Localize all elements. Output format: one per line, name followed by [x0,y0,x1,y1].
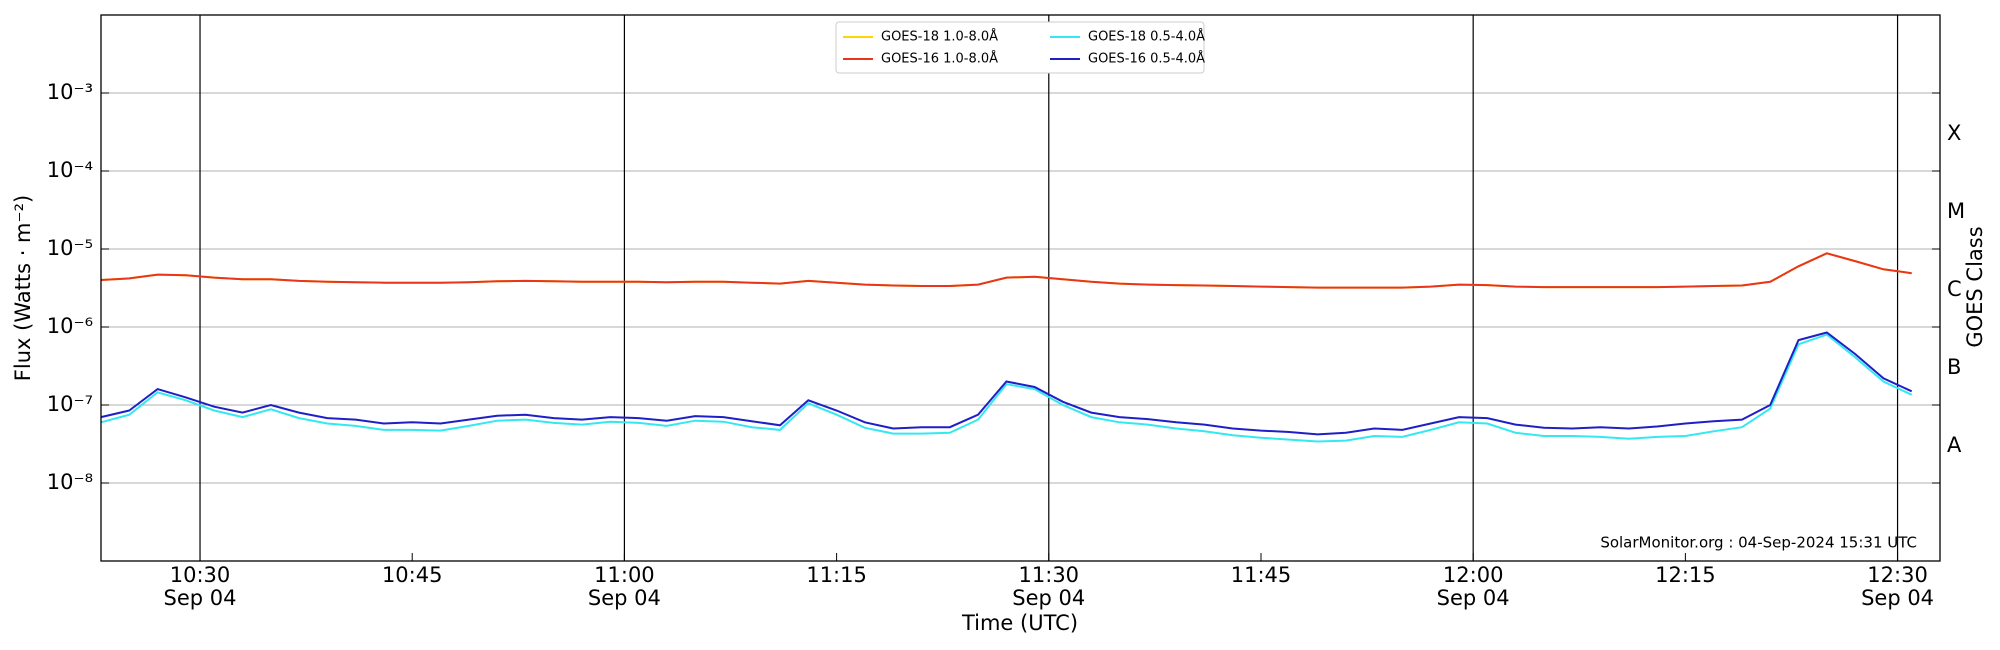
y-tick-label: 10⁻⁸ [47,470,93,494]
y-axis-label: Flux (Watts · m⁻²) [11,195,35,381]
x-tick-label: 12:30 Sep 04 [1861,563,1934,610]
x-tick-label: 10:45 [382,563,443,587]
series-line [100,333,1913,443]
y-tick-label: 10⁻⁴ [47,158,93,182]
y2-tick-label: X [1947,121,1961,145]
y2-tick-label: A [1947,433,1962,457]
x-tick-label: 11:15 [806,563,867,587]
x-axis-label: Time (UTC) [961,611,1078,635]
x-tick-label: 11:00 Sep 04 [588,563,661,610]
legend-label: GOES-18 0.5-4.0Å [1088,29,1205,45]
y-tick-label: 10⁻³ [47,80,93,104]
y-tick-label: 10⁻⁵ [47,236,93,260]
legend-label: GOES-16 1.0-8.0Å [881,51,998,67]
y2-axis-label: GOES Class [1963,226,1987,347]
legend-label: GOES-16 0.5-4.0Å [1088,51,1205,67]
y2-tick-label: B [1947,355,1961,379]
series-line [100,331,1913,436]
x-tick-label: 12:15 [1655,563,1716,587]
x-tick-label: 12:00 Sep 04 [1437,563,1510,610]
annotation: SolarMonitor.org : 04-Sep-2024 15:31 UTC [1600,534,1917,552]
x-tick-label: 11:30 Sep 04 [1012,563,1085,610]
series-line [100,252,1912,289]
legend-box [835,21,1205,74]
x-tick-label: 11:45 [1231,563,1292,587]
y2-tick-label: M [1947,199,1965,223]
y-tick-label: 10⁻⁶ [47,314,93,338]
x-tick-label: 10:30 Sep 04 [164,563,237,610]
y-tick-label: 10⁻⁷ [47,392,93,416]
legend-label: GOES-18 1.0-8.0Å [881,29,998,45]
plot-frame [100,14,1941,562]
y2-tick-label: C [1947,277,1962,301]
